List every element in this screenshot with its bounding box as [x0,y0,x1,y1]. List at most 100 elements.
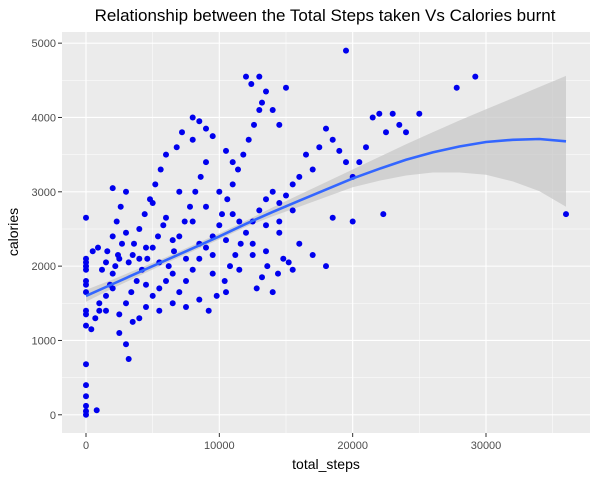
data-point [152,181,159,188]
data-point [163,278,169,284]
data-point [187,203,193,210]
data-point [192,188,199,195]
data-point [236,266,243,273]
data-point [243,229,249,236]
data-point [275,270,281,277]
data-point [131,240,137,247]
data-point [128,289,135,296]
data-point [83,214,89,221]
data-point [129,318,136,325]
x-tick-label: 30000 [471,440,502,452]
data-point [219,211,225,218]
data-point [155,233,161,240]
data-point [116,330,123,336]
data-point [209,133,216,140]
data-point [263,88,269,95]
data-point [189,266,196,273]
data-point [144,255,151,262]
y-tick-label: 3000 [32,187,56,199]
data-point [109,270,116,277]
data-point [259,274,265,281]
data-point [141,211,148,218]
data-point [453,84,460,91]
data-point [160,222,167,229]
data-point [349,218,356,225]
data-point [83,361,89,368]
data-point [117,203,124,210]
data-point [109,185,116,192]
data-point [169,270,176,277]
data-point [216,222,223,229]
data-point [189,136,196,143]
data-point [285,259,292,266]
data-point [309,166,316,173]
data-point [83,382,89,389]
data-point [232,252,239,258]
y-tick-label: 5000 [32,38,56,50]
data-point [229,211,236,218]
data-point [256,73,263,80]
data-point [276,218,283,225]
data-point [221,278,228,284]
data-point [83,278,89,284]
data-point [389,110,396,117]
data-point [276,121,283,128]
data-point [289,207,296,214]
data-point [280,255,287,262]
data-point [296,173,303,180]
data-point [223,147,229,154]
data-point [163,151,169,158]
data-point [113,218,120,225]
data-point [83,393,89,400]
data-point [263,196,269,203]
data-point [249,240,256,247]
y-tick-label: 1000 [32,335,56,347]
data-point [205,307,212,314]
data-point [123,300,129,307]
data-point [92,315,99,322]
data-point [149,244,156,251]
data-point [223,289,229,296]
data-point [209,252,216,258]
data-point [240,151,247,158]
data-point [183,278,189,284]
data-point [309,252,316,258]
data-point [95,244,101,251]
data-point [316,144,323,151]
data-point [259,99,265,106]
data-point [235,166,241,173]
data-point [83,322,89,329]
data-point [380,211,387,218]
x-tick-label: 10000 [204,440,235,452]
plot-panel [62,32,590,433]
data-point [253,285,260,292]
y-tick-label: 4000 [32,112,56,124]
data-point [329,136,336,143]
data-point [156,307,163,314]
smooth-trend [85,137,567,298]
data-point [104,248,111,255]
data-point [169,300,176,307]
data-point [109,233,116,240]
data-point [269,289,276,296]
data-point [416,110,423,117]
data-point [103,259,109,266]
data-point [116,311,123,318]
data-point [136,255,143,262]
data-point [245,136,252,143]
x-tick-label: 0 [83,440,89,452]
data-point [243,73,249,80]
data-point [157,166,164,173]
data-point [181,218,188,225]
data-point [129,252,136,258]
data-point [256,207,263,214]
data-point [196,296,203,303]
data-point [149,292,156,299]
data-point [123,341,129,348]
x-tick-label: 20000 [337,440,368,452]
data-point [197,173,204,180]
data-point [171,248,177,255]
data-point [227,263,233,270]
data-point [183,255,189,262]
